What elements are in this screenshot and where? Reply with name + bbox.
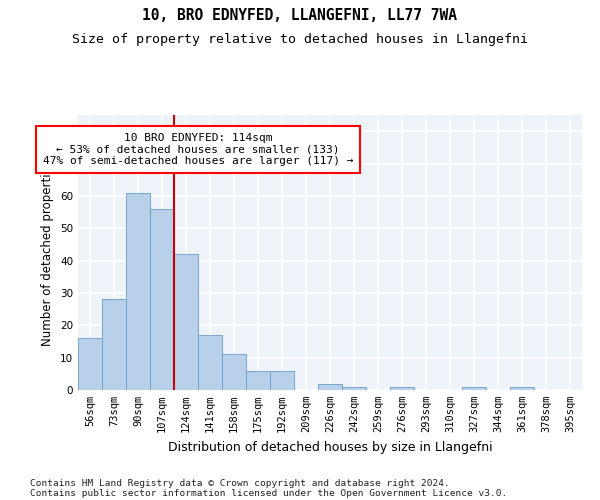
Bar xyxy=(78,338,102,390)
Bar xyxy=(222,354,246,390)
Bar xyxy=(462,387,486,390)
Bar xyxy=(174,254,198,390)
Bar xyxy=(246,370,270,390)
Text: Contains HM Land Registry data © Crown copyright and database right 2024.: Contains HM Land Registry data © Crown c… xyxy=(30,478,450,488)
Text: Contains public sector information licensed under the Open Government Licence v3: Contains public sector information licen… xyxy=(30,488,507,498)
Bar xyxy=(198,335,222,390)
Bar xyxy=(390,387,414,390)
Bar xyxy=(510,387,534,390)
Text: 10 BRO EDNYFED: 114sqm
← 53% of detached houses are smaller (133)
47% of semi-de: 10 BRO EDNYFED: 114sqm ← 53% of detached… xyxy=(43,133,353,166)
Bar xyxy=(342,387,366,390)
Bar xyxy=(102,300,126,390)
Bar xyxy=(126,192,150,390)
Bar xyxy=(318,384,342,390)
X-axis label: Distribution of detached houses by size in Llangefni: Distribution of detached houses by size … xyxy=(167,440,493,454)
Bar xyxy=(150,209,174,390)
Y-axis label: Number of detached properties: Number of detached properties xyxy=(41,160,55,346)
Bar xyxy=(270,370,294,390)
Text: Size of property relative to detached houses in Llangefni: Size of property relative to detached ho… xyxy=(72,32,528,46)
Text: 10, BRO EDNYFED, LLANGEFNI, LL77 7WA: 10, BRO EDNYFED, LLANGEFNI, LL77 7WA xyxy=(143,8,458,22)
